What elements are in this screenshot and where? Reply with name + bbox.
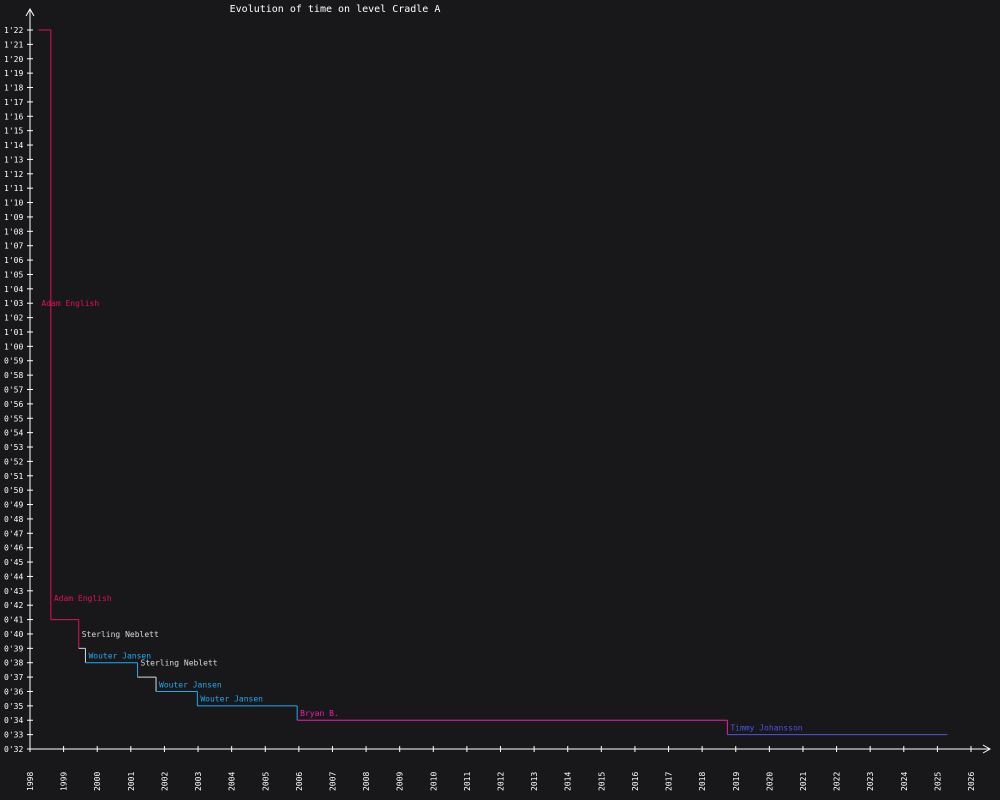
y-tick-label: 1'18 (4, 84, 23, 93)
x-axis-ticks: 1998 1999 2000 2001 2002 2003 2004 2005 2006 2007… (26, 746, 976, 791)
record-holder-label: Adam English (41, 299, 99, 308)
x-tick-label: 2023 (866, 772, 875, 791)
y-tick-label: 1'11 (4, 184, 23, 193)
y-tick-label: 0'43 (4, 587, 23, 596)
y-tick-label: 0'44 (4, 572, 23, 581)
y-tick-label: 0'37 (4, 673, 23, 682)
record-holder-label: Wouter Jansen (88, 652, 151, 661)
y-axis-arrow (25, 7, 35, 17)
y-tick-label: 1'00 (4, 342, 23, 351)
x-tick-label: 2004 (228, 772, 237, 791)
x-axis-arrow (982, 744, 992, 754)
chart-title: Evolution of time on level Cradle A (230, 4, 441, 15)
x-tick-label: 2018 (698, 772, 707, 791)
y-tick-label: 1'09 (4, 213, 23, 222)
y-tick-label: 0'48 (4, 515, 23, 524)
x-tick-label: 1999 (60, 772, 69, 791)
x-tick-label: 2012 (497, 772, 506, 791)
y-tick-label: 0'40 (4, 630, 23, 639)
y-tick-label: 0'42 (4, 601, 23, 610)
record-holder-label: Adam English (54, 594, 112, 603)
y-tick-label: 0'41 (4, 616, 23, 625)
record-holder-label: Wouter Jansen (159, 680, 222, 689)
x-tick-label: 2005 (261, 772, 270, 791)
x-tick-label: 2021 (799, 772, 808, 791)
x-tick-label: 2008 (362, 772, 371, 791)
record-holder-label: Timmy Johansson (730, 723, 802, 732)
y-tick-label: 1'01 (4, 328, 23, 337)
y-tick-label: 0'35 (4, 702, 23, 711)
y-tick-label: 1'07 (4, 242, 23, 251)
x-tick-label: 1998 (26, 772, 35, 791)
y-tick-label: 1'12 (4, 170, 23, 179)
y-tick-label: 1'21 (4, 40, 23, 49)
y-tick-label: 0'49 (4, 501, 23, 510)
y-tick-label: 1'15 (4, 127, 23, 136)
y-tick-label: 0'55 (4, 414, 23, 423)
x-tick-label: 2001 (127, 772, 136, 791)
y-tick-label: 0'54 (4, 429, 23, 438)
y-tick-label: 1'04 (4, 285, 23, 294)
x-tick-label: 2025 (933, 772, 942, 791)
y-tick-label: 1'06 (4, 256, 23, 265)
x-tick-label: 2000 (93, 772, 102, 791)
y-tick-label: 0'51 (4, 472, 23, 481)
y-tick-label: 1'20 (4, 55, 23, 64)
y-tick-label: 1'22 (4, 26, 23, 35)
x-tick-label: 2011 (463, 772, 472, 791)
y-tick-label: 1'02 (4, 314, 23, 323)
x-tick-label: 2026 (967, 772, 976, 791)
y-tick-label: 0'33 (4, 731, 23, 740)
y-tick-label: 0'38 (4, 659, 23, 668)
x-tick-label: 2007 (328, 772, 337, 791)
y-tick-label: 1'16 (4, 112, 23, 121)
y-tick-label: 0'47 (4, 529, 23, 538)
x-tick-label: 2009 (396, 772, 405, 791)
x-tick-label: 2002 (160, 772, 169, 791)
x-tick-label: 2010 (429, 772, 438, 791)
record-series (38, 29, 948, 736)
x-tick-label: 2019 (732, 772, 741, 791)
record-holder-label: Wouter Jansen (200, 695, 263, 704)
y-tick-label: 0'59 (4, 357, 23, 366)
x-tick-label: 2020 (765, 772, 774, 791)
y-tick-label: 0'46 (4, 544, 23, 553)
y-tick-label: 0'39 (4, 644, 23, 653)
y-axis-ticks: 1'22 1'21 1'20 1'19 1'18 1'17 1'16 1'15 1'14 1'13… (4, 26, 33, 754)
axes (25, 7, 992, 754)
y-tick-label: 0'57 (4, 386, 23, 395)
y-tick-label: 0'34 (4, 716, 23, 725)
y-tick-label: 0'45 (4, 558, 23, 567)
y-tick-label: 1'03 (4, 299, 23, 308)
y-tick-label: 1'10 (4, 199, 23, 208)
x-tick-label: 2013 (530, 772, 539, 791)
x-tick-label: 2014 (564, 772, 573, 791)
x-tick-label: 2015 (597, 772, 606, 791)
x-tick-label: 2006 (295, 772, 304, 791)
x-tick-label: 2017 (665, 772, 674, 791)
record-labels: Adam English Adam English Sterling Neblett… (41, 299, 802, 732)
record-holder-label: Sterling Neblett (141, 659, 218, 668)
y-tick-label: 1'14 (4, 141, 23, 150)
y-tick-label: 0'53 (4, 443, 23, 452)
y-tick-label: 1'13 (4, 155, 23, 164)
y-tick-label: 1'19 (4, 69, 23, 78)
y-tick-label: 0'58 (4, 371, 23, 380)
x-tick-label: 2016 (631, 772, 640, 791)
x-tick-label: 2024 (900, 772, 909, 791)
y-tick-label: 0'50 (4, 486, 23, 495)
x-tick-label: 2003 (194, 772, 203, 791)
y-tick-label: 0'56 (4, 400, 23, 409)
y-tick-label: 1'08 (4, 227, 23, 236)
y-tick-label: 1'17 (4, 98, 23, 107)
x-tick-label: 2022 (833, 772, 842, 791)
y-tick-label: 0'32 (4, 745, 23, 754)
y-tick-label: 0'52 (4, 457, 23, 466)
y-tick-label: 0'36 (4, 687, 23, 696)
record-holder-label: Bryan B. (300, 709, 339, 718)
y-tick-label: 1'05 (4, 270, 23, 279)
record-holder-label: Sterling Neblett (82, 630, 159, 639)
